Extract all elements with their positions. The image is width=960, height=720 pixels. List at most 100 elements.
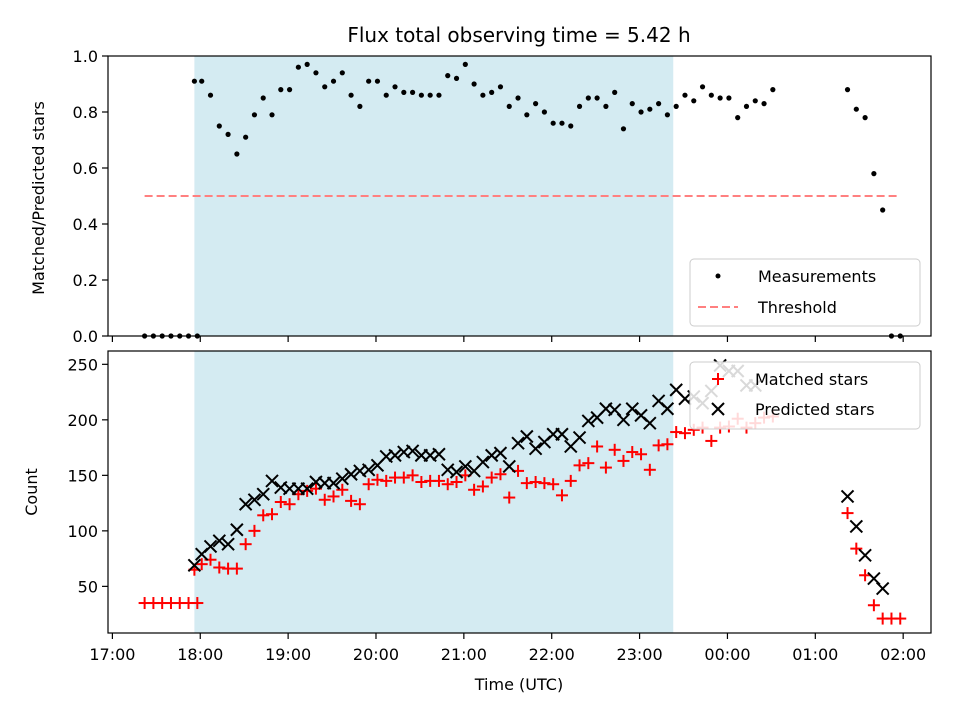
predicted-stars-point [875, 581, 890, 596]
measurements-point [436, 92, 442, 98]
top-y-axis-label: Matched/Predicted stars [29, 101, 48, 295]
observing-span [194, 351, 674, 633]
matched-stars-point [635, 448, 648, 461]
measurements-point [480, 92, 486, 98]
predicted-stars-point [230, 523, 244, 537]
legend-matched-label: Matched stars [755, 370, 868, 389]
measurements-point [620, 126, 627, 132]
measurements-point [401, 89, 407, 95]
measurements-point [366, 78, 372, 84]
matched-stars-point [867, 599, 880, 612]
measurements-point [243, 134, 249, 140]
matched-stars-point [652, 439, 665, 452]
measurements-point [585, 95, 591, 101]
matched-stars-point [450, 476, 463, 489]
y-tick-label: 250 [67, 355, 98, 374]
x-diag-b [300, 481, 314, 496]
matched-stars-point [371, 473, 384, 486]
measurements-point [191, 78, 198, 84]
predicted-stars-point [520, 429, 534, 444]
predicted-stars-point [388, 448, 402, 463]
measurements-point [673, 103, 679, 109]
x-tick-label: 21:00 [441, 645, 487, 664]
measurements-point [278, 87, 284, 93]
bottom-y-axis-label: Count [22, 468, 41, 516]
x-diag-b [858, 548, 872, 562]
measurements-point [445, 73, 451, 79]
measurements-point [576, 103, 583, 109]
y-tick-label: 0.2 [73, 271, 98, 290]
matched-stars-point [318, 493, 331, 506]
matched-stars-point [274, 495, 287, 508]
measurements-point [374, 78, 381, 84]
top-legend-box [689, 258, 921, 327]
predicted-stars-point [581, 414, 596, 428]
x-diag-b [405, 444, 420, 458]
measurements-point [550, 120, 556, 126]
bottom-legend-box [689, 361, 921, 430]
predicted-stars-point [840, 489, 855, 504]
y-tick-label: 150 [67, 466, 98, 485]
measurements-point [629, 101, 635, 107]
matched-stars-point [415, 476, 428, 489]
x-diag-b [607, 403, 622, 417]
measurements-point [647, 106, 653, 112]
x-diag-b [379, 449, 393, 464]
measurements-point [726, 95, 732, 101]
measurements-point [418, 92, 424, 98]
y-tick-label: 0.0 [73, 327, 98, 346]
matched-stars-point [485, 471, 498, 484]
predicted-stars-point [502, 459, 516, 474]
y-tick-label: 0.8 [73, 103, 98, 122]
matched-stars-point [599, 461, 612, 474]
axes-frame [107, 55, 932, 337]
y-tick-label: 0.4 [73, 215, 98, 234]
x-diag-b [203, 539, 218, 554]
legend-measurements-label: Measurements [758, 267, 876, 286]
x-diag-b [441, 463, 455, 477]
matched-stars-point [353, 498, 366, 511]
x-diag-b [875, 581, 890, 596]
x-diag-b [867, 571, 881, 586]
matched-stars-point [476, 480, 489, 493]
measurements-point [524, 112, 530, 118]
x-diag-b [353, 464, 367, 478]
measurements-point [743, 103, 750, 109]
measurements-point [383, 92, 389, 98]
measurements-point [541, 109, 547, 115]
x-tick-label: 18:00 [177, 645, 223, 664]
x-diag-b [643, 416, 657, 430]
predicted-stars-point [432, 447, 446, 461]
y-tick-label: 100 [67, 522, 98, 541]
measurements-point [717, 95, 723, 101]
x-diag-b [397, 445, 411, 459]
x-diag-b [221, 537, 235, 551]
matched-stars-point [362, 478, 375, 491]
measurements-point [691, 98, 697, 104]
matched-stars-point [520, 477, 533, 490]
matched-stars-point [213, 561, 226, 574]
legend-threshold-label: Threshold [757, 298, 837, 317]
measurements-point [313, 70, 319, 76]
measurements-point [699, 84, 706, 90]
predicted-stars-point [678, 392, 692, 406]
x-tick-label: 20:00 [353, 645, 399, 664]
legend-measurements-marker [715, 273, 721, 279]
measurements-point [286, 87, 293, 93]
matched-stars-point [538, 477, 551, 490]
y-tick-label: 0.6 [73, 159, 98, 178]
predicted-stars-point [849, 519, 864, 534]
measurements-point [357, 103, 363, 109]
measurements-point [471, 81, 477, 87]
x-diag-b [840, 489, 855, 504]
measurements-point [216, 123, 222, 129]
top-legend: Measurements Threshold [689, 258, 921, 327]
x-diag-b [849, 519, 864, 534]
matched-stars-point [670, 426, 683, 439]
matched-stars-point [397, 471, 410, 484]
matched-stars-point [191, 597, 204, 610]
matched-stars-point [547, 478, 560, 491]
matched-stars-point [503, 491, 516, 504]
measurements-point [533, 101, 539, 107]
predicted-stars-point [616, 413, 631, 427]
